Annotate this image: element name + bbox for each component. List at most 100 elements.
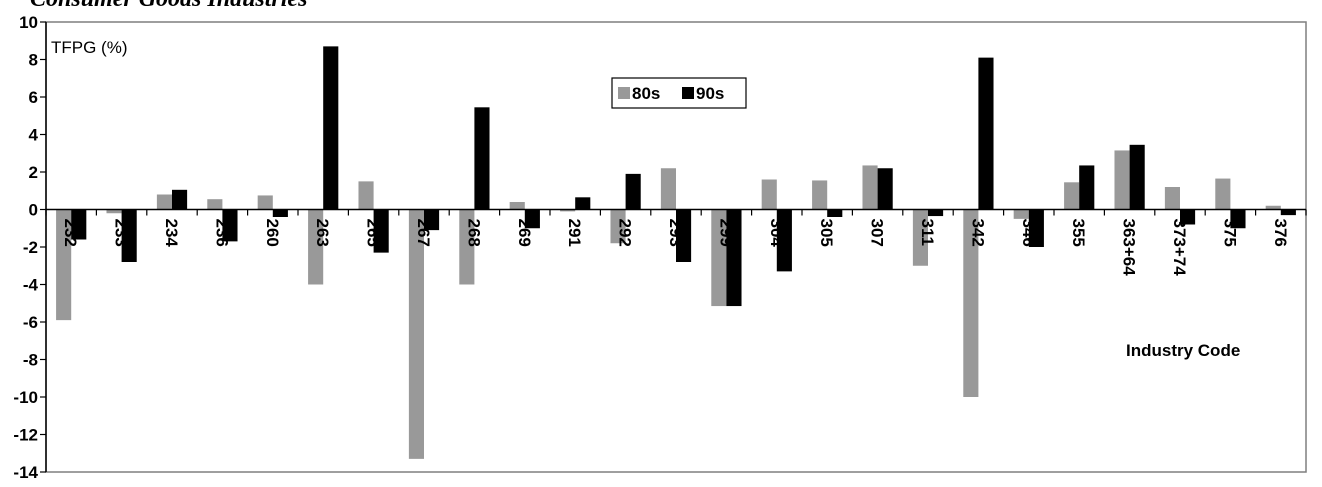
bar-90s-355 <box>1079 165 1095 210</box>
bar-90s-260 <box>272 209 288 217</box>
bar-90s-299 <box>726 209 742 307</box>
x-tick-label: 263 <box>313 219 332 247</box>
bar-90s-293 <box>676 209 692 262</box>
y-tick-label: 6 <box>29 88 38 107</box>
x-tick-label: 342 <box>968 219 987 247</box>
y-tick-label: -10 <box>13 388 38 407</box>
bars <box>56 46 1296 459</box>
x-tick-label: 265 <box>364 219 383 247</box>
bar-80s-265 <box>358 181 374 210</box>
bar-80s-307 <box>862 165 878 210</box>
y-tick-label: -6 <box>23 313 38 332</box>
legend-label-90s: 90s <box>696 84 724 103</box>
bar-90s-304 <box>776 209 792 272</box>
bar-90s-267 <box>424 209 440 231</box>
x-tick-label: 233 <box>112 219 131 247</box>
bar-90s-234 <box>172 189 188 210</box>
bar-80s-363+64 <box>1114 150 1130 210</box>
bar-90s-265 <box>373 209 389 253</box>
bar-90s-311 <box>928 209 944 217</box>
legend: 80s 90s <box>611 77 747 109</box>
x-tick-label: 293 <box>666 219 685 247</box>
bar-80s-375 <box>1215 178 1231 210</box>
legend-swatch-80s <box>618 87 630 99</box>
bar-90s-232 <box>71 209 87 240</box>
legend-box <box>611 77 747 109</box>
x-tick-label: 299 <box>716 219 735 247</box>
bar-80s-268 <box>459 209 475 285</box>
bar-90s-373+74 <box>1180 209 1196 225</box>
bar-90s-291 <box>575 197 591 210</box>
y-tick-label: 4 <box>29 126 39 145</box>
legend-swatch-90s <box>682 87 694 99</box>
bar-80s-373+74 <box>1164 187 1180 210</box>
x-axis: 232 233 234 236 260 263 265 267 268 269 291 292 293 2… <box>61 219 1290 277</box>
bar-90s-268 <box>474 107 490 210</box>
bar-80s-236 <box>207 199 223 210</box>
bar-80s-233 <box>106 209 122 214</box>
x-tick-label: 292 <box>616 219 635 247</box>
bar-80s-232 <box>56 209 72 321</box>
x-tick-label: 376 <box>1271 219 1290 247</box>
bar-90s-307 <box>877 168 893 210</box>
bar-80s-376 <box>1265 205 1281 210</box>
x-tick-label: 355 <box>1069 219 1088 247</box>
bar-80s-311 <box>912 209 928 266</box>
y-tick-label: -14 <box>13 463 38 482</box>
bar-80s-234 <box>156 194 172 210</box>
bar-80s-269 <box>509 202 525 210</box>
y-tick-label: -12 <box>13 426 38 445</box>
y-tick-label: -4 <box>23 276 39 295</box>
x-tick-label: 373+74 <box>1170 219 1189 277</box>
x-tick-label: 305 <box>817 219 836 247</box>
x-tick-label: 236 <box>212 219 231 247</box>
bar-80s-305 <box>812 180 828 210</box>
bar-80s-293 <box>660 168 676 210</box>
bar-80s-299 <box>711 209 727 307</box>
bar-80s-267 <box>408 209 424 459</box>
y-tick-label: 2 <box>29 163 38 182</box>
bar-90s-342 <box>978 57 994 210</box>
y-tick-label: 10 <box>19 13 38 32</box>
bar-90s-376 <box>1280 209 1296 216</box>
bar-90s-375 <box>1230 209 1246 229</box>
x-tick-label: 304 <box>767 219 786 248</box>
bar-80s-291 <box>560 209 576 212</box>
legend-label-80s: 80s <box>632 84 660 103</box>
x-tick-label: 346 <box>1019 219 1038 247</box>
bar-80s-355 <box>1064 182 1080 210</box>
bar-80s-346 <box>1013 209 1029 219</box>
bar-90s-292 <box>625 173 641 210</box>
bar-90s-236 <box>222 209 238 242</box>
x-axis-label: Industry Code <box>1126 341 1240 360</box>
y-tick-label: 0 <box>29 201 38 220</box>
y-tick-label: -8 <box>23 351 38 370</box>
y-tick-label: 8 <box>29 51 38 70</box>
bar-90s-363+64 <box>1129 144 1145 210</box>
chart-title: Consumer Goods Industries <box>30 0 307 13</box>
bar-90s-233 <box>121 209 137 262</box>
bar-90s-263 <box>323 46 339 210</box>
zero-line <box>45 208 1307 216</box>
x-tick-label: 234 <box>162 219 181 248</box>
x-tick-label: 269 <box>515 219 534 247</box>
bar-90s-305 <box>827 209 843 217</box>
x-tick-label: 260 <box>263 219 282 247</box>
bar-90s-346 <box>1028 209 1044 247</box>
x-tick-label: 291 <box>565 219 584 247</box>
x-tick-label: 311 <box>918 219 937 246</box>
bar-90s-269 <box>524 209 540 229</box>
y-tick-label: -2 <box>23 238 38 257</box>
x-tick-label: 232 <box>61 219 80 247</box>
bar-80s-263 <box>308 209 324 285</box>
bar-80s-342 <box>963 209 979 397</box>
x-tick-label: 307 <box>868 219 887 247</box>
x-tick-label: 268 <box>464 219 483 247</box>
y-axis-label: TFPG (%) <box>51 38 128 57</box>
bar-80s-292 <box>610 209 626 244</box>
bar-80s-260 <box>257 195 273 210</box>
bar-80s-304 <box>761 179 777 210</box>
x-tick-label: 375 <box>1220 219 1239 247</box>
x-tick-label: 267 <box>414 219 433 247</box>
